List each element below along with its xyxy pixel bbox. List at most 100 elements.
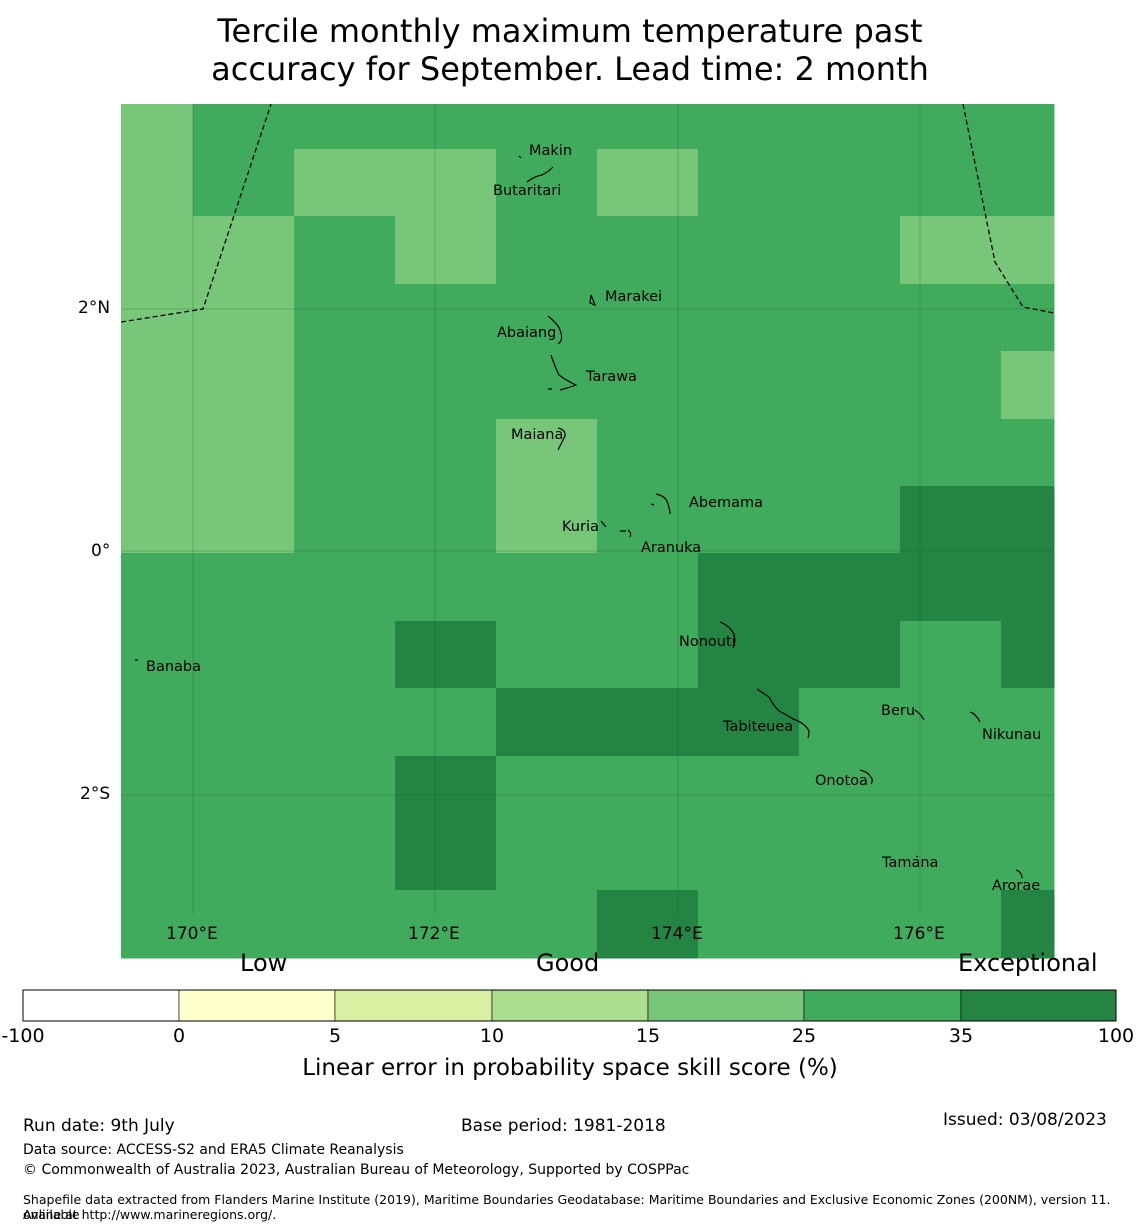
colorbar-category-low: Low	[240, 949, 288, 977]
grid-cell	[294, 621, 396, 689]
eez-boundaries	[120, 103, 1055, 323]
grid-cell	[121, 688, 194, 757]
grid-cell	[698, 890, 800, 959]
grid-cell	[193, 216, 295, 285]
colorbar-tick: -100	[1, 1025, 45, 1047]
grid-cell	[698, 553, 800, 622]
x-axis-label-174e: 174°E	[651, 924, 703, 944]
grid-cell	[1001, 486, 1055, 554]
grid-cell	[121, 823, 194, 891]
island-label: Beru	[881, 703, 915, 719]
grid-cell	[1001, 756, 1055, 824]
island-label: Nikunau	[982, 727, 1041, 743]
grid-cell	[799, 284, 901, 352]
grid-cell	[900, 621, 1002, 689]
grid-cell	[698, 216, 800, 285]
grid-cell	[496, 688, 598, 757]
grid-cell	[294, 216, 396, 285]
grid-cell	[121, 104, 194, 150]
grid-cell	[496, 890, 598, 959]
grid-cell	[395, 486, 497, 554]
grid-cell	[597, 756, 699, 824]
issued-date: Issued: 03/08/2023	[943, 1110, 1107, 1130]
grid-cell	[496, 823, 598, 891]
grid-cell	[496, 351, 598, 420]
grid-cell	[799, 890, 901, 959]
grid-cell	[294, 104, 396, 150]
grid-cell	[294, 351, 396, 420]
grid-cell	[900, 104, 1002, 150]
graticule	[121, 104, 1054, 915]
grid-cell	[900, 756, 1002, 824]
grid-cell	[698, 104, 800, 150]
grid-cell	[121, 284, 194, 352]
grid-cell	[799, 351, 901, 420]
maiana-outline	[557, 427, 566, 451]
grid-cell	[900, 419, 1002, 487]
island-label: Nonouti	[679, 634, 736, 650]
island-labels: Makin Butaritari Marakei Abaiang Tarawa …	[146, 143, 1041, 894]
beru-outline	[914, 709, 925, 721]
eez-boundary-west	[120, 103, 272, 323]
y-axis-label-0: 0°	[91, 541, 111, 561]
grid-cell	[799, 756, 901, 824]
grid-cell	[395, 756, 497, 824]
grid-cell	[294, 486, 396, 554]
grid-cell	[121, 149, 194, 217]
y-axis-label-2s: 2°S	[80, 784, 111, 804]
colorbar-frame	[22, 989, 1117, 1022]
colorbar-segment	[803, 989, 962, 1022]
grid-cell	[193, 284, 295, 352]
colorbar-tick: 5	[328, 1025, 342, 1047]
island-label: Kuria	[562, 519, 599, 535]
grid-cell	[395, 553, 497, 622]
grid-cell	[597, 890, 699, 959]
colorbar-segment	[960, 989, 1117, 1022]
grid-cell	[193, 756, 295, 824]
grid-cell	[597, 688, 699, 757]
tarawa-outline	[548, 354, 578, 391]
grid-cell	[799, 149, 901, 217]
tabiteuea-outline	[756, 688, 810, 739]
grid-cell	[698, 486, 800, 554]
island-label: Tabiteuea	[722, 719, 793, 735]
grid-cell	[1001, 216, 1055, 285]
grid-cell	[900, 284, 1002, 352]
abaiang-outline	[547, 315, 563, 345]
grid-cell	[496, 216, 598, 285]
x-axis-label-170e: 170°E	[166, 924, 218, 944]
island-outlines	[135, 155, 1023, 879]
grid-cell	[496, 486, 598, 554]
grid-cell	[799, 216, 901, 285]
x-axis-label-176e: 176°E	[893, 924, 945, 944]
colorbar-tick: 25	[791, 1025, 817, 1047]
grid-cell	[698, 823, 800, 891]
grid-cell	[597, 621, 699, 689]
grid-cell	[294, 688, 396, 757]
colorbar-tick: 15	[635, 1025, 661, 1047]
map-title-line1: Tercile monthly maximum temperature past	[217, 12, 923, 50]
makin-outline	[518, 155, 522, 159]
grid-cell	[395, 284, 497, 352]
grid-cell	[900, 351, 1002, 420]
grid-cell	[496, 621, 598, 689]
grid-cell	[799, 486, 901, 554]
butaritari-outline	[526, 166, 554, 183]
colorbar-tick: 35	[948, 1025, 974, 1047]
grid-cell	[294, 149, 396, 217]
colorbar-segment	[491, 989, 649, 1022]
nonouti-outline	[719, 621, 736, 649]
grid-cell	[193, 486, 295, 554]
grid-cell	[799, 688, 901, 757]
grid-cell	[496, 419, 598, 487]
grid-cell	[294, 756, 396, 824]
copyright: © Commonwealth of Australia 2023, Austra…	[23, 1162, 690, 1178]
grid-cell	[1001, 890, 1055, 959]
island-label: Abemama	[689, 495, 763, 511]
grid-cell	[698, 351, 800, 420]
island-label: Aranuka	[641, 540, 701, 556]
kuria-outline	[600, 520, 607, 528]
grid-cell	[799, 419, 901, 487]
island-label: Butaritari	[493, 183, 561, 199]
